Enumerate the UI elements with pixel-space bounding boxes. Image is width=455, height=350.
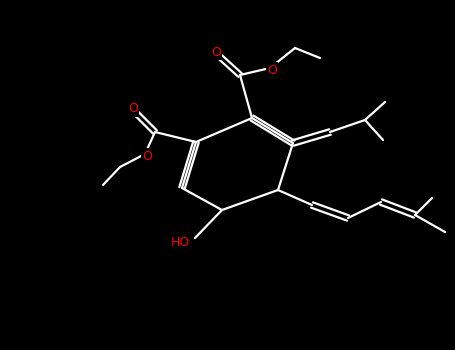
Text: HO: HO (171, 237, 190, 250)
Text: O: O (267, 63, 277, 77)
Text: O: O (128, 103, 138, 116)
Text: O: O (211, 46, 221, 58)
Text: O: O (142, 149, 152, 162)
